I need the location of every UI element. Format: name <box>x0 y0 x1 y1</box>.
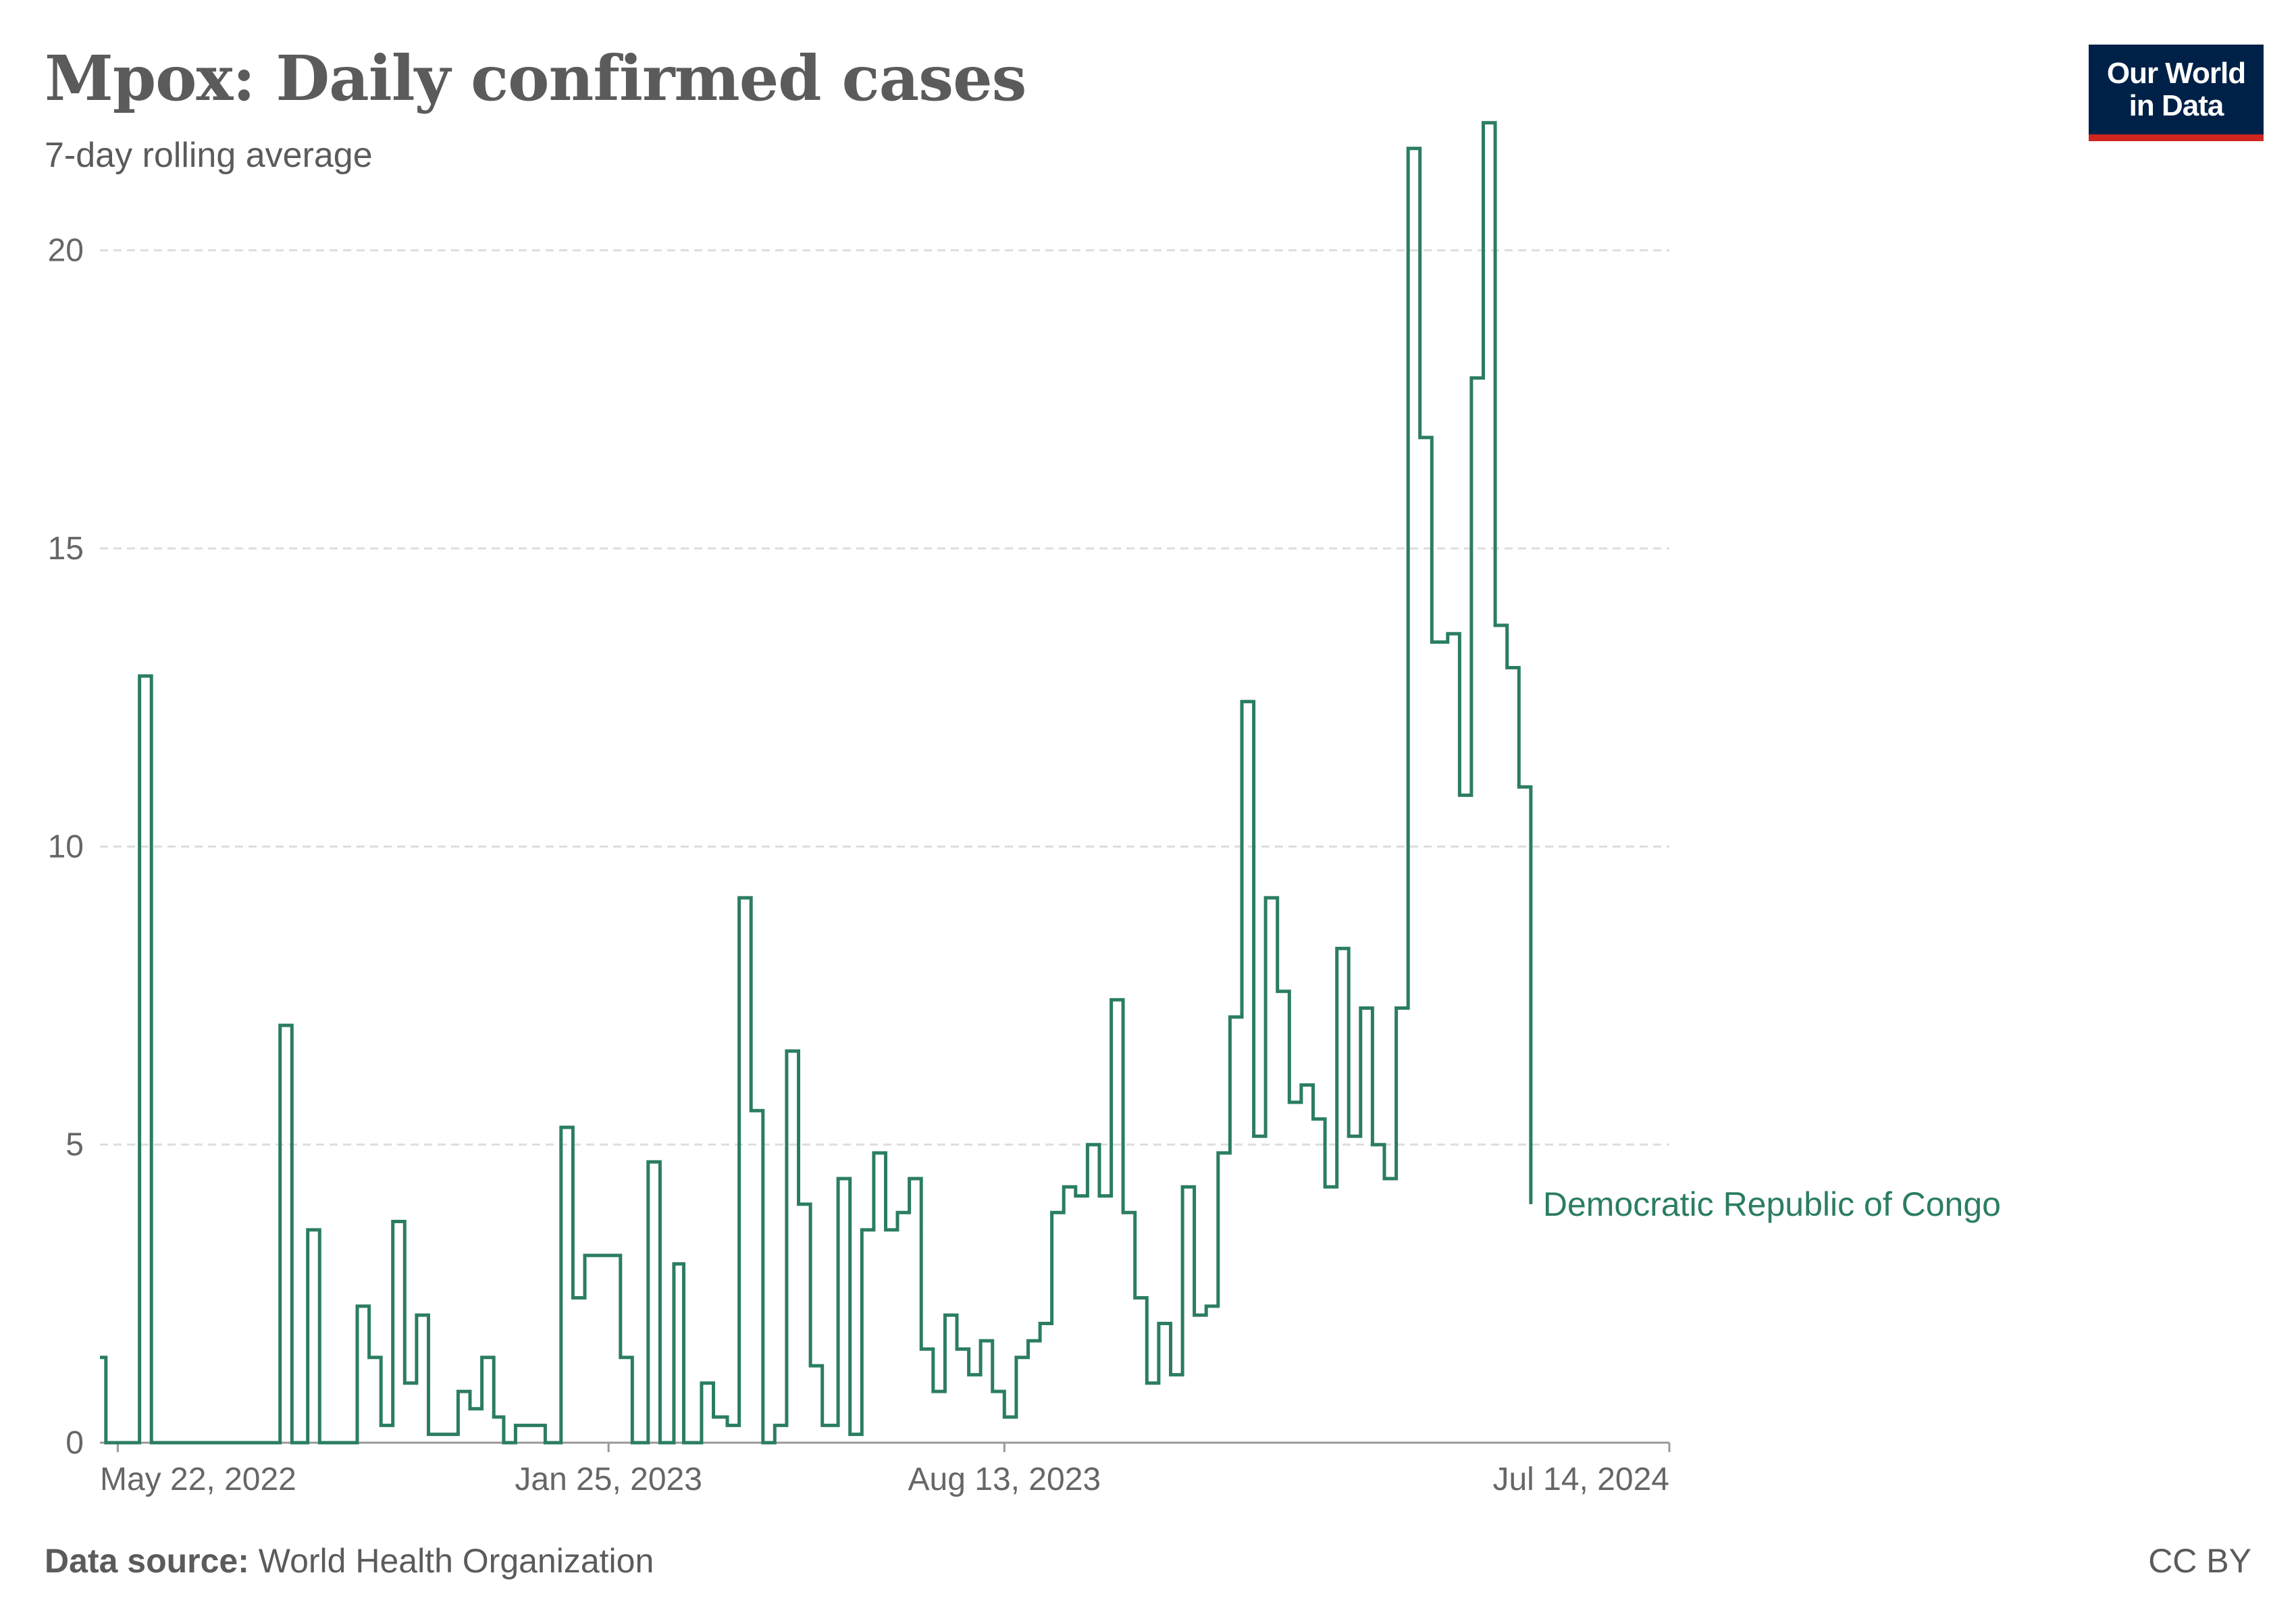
series-label[interactable]: Democratic Republic of Congo <box>1543 1185 2001 1223</box>
x-tick-label: Aug 13, 2023 <box>908 1462 1101 1497</box>
data-source: Data source: World Health Organization <box>45 1541 654 1580</box>
y-tick-label: 15 <box>48 531 84 567</box>
data-source-value: World Health Organization <box>258 1542 654 1580</box>
y-tick-label: 0 <box>66 1425 84 1461</box>
y-tick-label: 20 <box>48 233 84 269</box>
owid-logo[interactable]: Our World in Data <box>2089 45 2264 141</box>
x-tick-label: Jul 14, 2024 <box>1492 1462 1669 1497</box>
y-tick-label: 10 <box>48 829 84 865</box>
license-label[interactable]: CC BY <box>2148 1542 2251 1580</box>
y-axis-ticks: 0 5 10 15 20 <box>48 233 84 1461</box>
line-chart: 0 5 10 15 20 May 22, 2022 Jan 25, 2023 Aug 13,… <box>48 121 2001 1497</box>
logo-line-1: Our World <box>2106 56 2246 90</box>
chart-subtitle: 7-day rolling average <box>45 136 373 175</box>
data-source-label: Data source: <box>45 1542 249 1580</box>
y-tick-label: 5 <box>66 1127 84 1163</box>
gridlines <box>100 249 1669 1146</box>
series-line[interactable] <box>100 121 1533 1445</box>
chart-title: Mpox: Daily confirmed cases <box>45 42 1026 115</box>
x-axis-ticks: May 22, 2022 Jan 25, 2023 Aug 13, 2023 Jul … <box>100 1443 1671 1497</box>
series-layer <box>100 121 1533 1445</box>
x-tick-label: May 22, 2022 <box>100 1462 296 1497</box>
x-tick-label: Jan 25, 2023 <box>515 1462 702 1497</box>
logo-line-2: in Data <box>2129 88 2224 122</box>
series-labels: Democratic Republic of Congo <box>1543 1185 2001 1223</box>
